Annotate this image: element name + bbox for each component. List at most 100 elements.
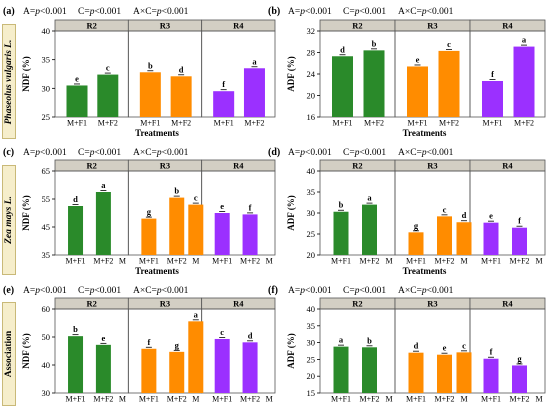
x-tick-label: M+F1 <box>332 119 352 128</box>
bar <box>141 348 157 393</box>
anova-stat: C=p<0.001 <box>343 148 386 158</box>
x-tick-label: M+F1 <box>214 119 234 128</box>
y-tick-label: 45 <box>42 222 51 232</box>
significance-letter: f <box>249 202 252 212</box>
significance-letter: a <box>367 193 372 203</box>
x-tick-label: M <box>119 395 126 404</box>
x-tick-label: M+F2 <box>509 395 529 404</box>
group-label: R4 <box>233 299 244 309</box>
x-tick-label: M+F1 <box>482 119 502 128</box>
bar <box>242 342 258 393</box>
significance-letter: e <box>443 343 447 353</box>
significance-letter: a <box>522 35 527 45</box>
x-tick-label: M+F2 <box>364 119 384 128</box>
x-tick-label: M+F2 <box>509 257 529 266</box>
y-tick-label: 50 <box>42 332 51 342</box>
x-tick-label: M+F1 <box>331 395 351 404</box>
bar <box>169 351 185 393</box>
bar <box>512 227 527 255</box>
significance-letter: f <box>518 216 521 226</box>
anova-stat: A=p<0.001 <box>288 286 332 296</box>
group-label: R4 <box>502 161 513 171</box>
y-tick-label: 30 <box>307 208 316 218</box>
bar <box>95 344 111 393</box>
x-tick-label: M+F2 <box>93 395 113 404</box>
bar <box>408 352 424 393</box>
bar <box>243 68 265 117</box>
x-tick-label: M+F1 <box>407 119 427 128</box>
x-tick-label: M+F2 <box>359 395 379 404</box>
x-tick-label: M+F1 <box>212 395 232 404</box>
bar <box>437 354 452 393</box>
significance-letter: d <box>248 330 253 340</box>
group-label: R3 <box>427 161 437 171</box>
y-tick-label: 40 <box>307 304 316 314</box>
significance-letter: b <box>372 38 377 48</box>
x-tick-label: M+F2 <box>171 119 191 128</box>
significance-letter: d <box>179 64 184 74</box>
group-label: R2 <box>352 299 362 309</box>
y-axis-title: NDF (%) <box>21 195 31 230</box>
panel-tag: (a) <box>3 6 15 17</box>
x-tick-label: M <box>385 395 392 404</box>
significance-letter: a <box>194 309 199 319</box>
bar <box>362 204 377 255</box>
significance-letter: g <box>147 207 152 217</box>
significance-letter: g <box>175 340 180 350</box>
bar <box>483 358 499 393</box>
x-tick-label: M <box>266 257 273 266</box>
y-tick-label: 28 <box>307 48 316 58</box>
panel-tag: (e) <box>3 285 14 296</box>
facet-frame <box>201 308 276 394</box>
significance-letter: b <box>339 200 344 210</box>
significance-letter: e <box>102 333 106 343</box>
group-label: R2 <box>86 299 96 309</box>
x-tick-label: M+F1 <box>140 119 160 128</box>
panel-tag: (d) <box>268 147 280 158</box>
x-axis-title: Treatments <box>403 128 447 138</box>
significance-letter: e <box>220 201 224 211</box>
x-tick-label: M+F2 <box>434 395 454 404</box>
bar <box>407 66 428 117</box>
anova-stat: A×C=p<0.001 <box>398 7 454 17</box>
facet-frame <box>201 30 276 118</box>
y-tick-label: 25 <box>307 354 316 364</box>
x-tick-label: M+F2 <box>434 257 454 266</box>
bar <box>513 46 535 117</box>
significance-letter: f <box>491 69 494 79</box>
x-tick-label: M <box>266 395 273 404</box>
group-label: R4 <box>502 21 513 31</box>
significance-letter: a <box>339 335 344 345</box>
y-tick-label: 20 <box>307 371 316 381</box>
bar <box>333 346 349 393</box>
anova-stat: C=p<0.001 <box>78 7 121 17</box>
y-tick-label: 15 <box>307 388 316 398</box>
significance-letter: f <box>222 79 225 89</box>
x-tick-label: M+F1 <box>212 257 232 266</box>
group-label: R2 <box>86 21 96 31</box>
group-label: R4 <box>502 299 513 309</box>
anova-stat: C=p<0.001 <box>343 7 386 17</box>
bar <box>68 206 84 255</box>
significance-letter: b <box>148 60 153 70</box>
significance-letter: e <box>416 54 420 64</box>
bar <box>437 216 452 255</box>
x-tick-label: M <box>119 257 126 266</box>
x-tick-label: M+F2 <box>359 257 379 266</box>
facet-frame <box>469 170 546 256</box>
y-tick-label: 60 <box>42 304 51 314</box>
anova-stat: A×C=p<0.001 <box>133 286 189 296</box>
y-tick-label: 35 <box>42 55 51 65</box>
anova-stat: A×C=p<0.001 <box>398 286 454 296</box>
significance-letter: c <box>443 204 447 214</box>
significance-letter: c <box>106 63 110 73</box>
y-axis-title: NDF (%) <box>21 333 31 368</box>
bar <box>456 352 472 393</box>
y-tick-label: 25 <box>42 112 51 122</box>
facet-frame <box>54 170 129 256</box>
bar <box>438 50 460 118</box>
significance-letter: d <box>340 44 345 54</box>
x-tick-label: M+F2 <box>167 395 187 404</box>
bar <box>68 336 84 393</box>
x-tick-label: M+F2 <box>439 119 459 128</box>
